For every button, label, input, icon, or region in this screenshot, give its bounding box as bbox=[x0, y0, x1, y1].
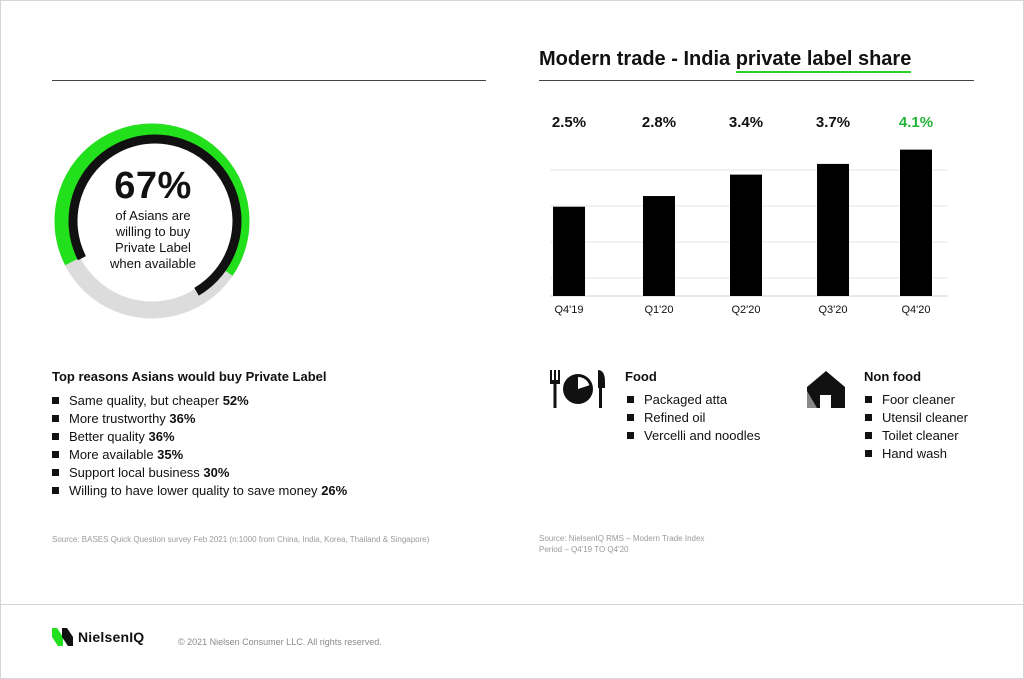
chart-title-highlight: private label share bbox=[735, 48, 912, 73]
bar bbox=[900, 149, 932, 296]
category-label: Q4'20 bbox=[901, 304, 930, 316]
reason-item: Same quality, but cheaper 52% bbox=[52, 392, 347, 410]
nonfood-list: Foor cleaner Utensil cleaner Toilet clea… bbox=[865, 391, 968, 463]
reason-value: 36% bbox=[169, 411, 196, 426]
reason-text: More available bbox=[69, 447, 158, 462]
nonfood-item: Utensil cleaner bbox=[865, 409, 968, 427]
bar-value-label: 4.1% bbox=[899, 114, 933, 131]
reason-text: Support local business bbox=[69, 465, 204, 480]
chart-title-text: Modern trade - India bbox=[539, 48, 736, 70]
reason-value: 36% bbox=[148, 429, 175, 444]
bullet-square-icon bbox=[865, 450, 872, 457]
category-label: Q2'20 bbox=[731, 304, 760, 316]
bar-value-label: 2.8% bbox=[642, 114, 676, 131]
bullet-square-icon bbox=[52, 397, 59, 404]
reasons-list: Same quality, but cheaper 52% More trust… bbox=[52, 392, 347, 500]
reason-value: 30% bbox=[203, 465, 230, 480]
category-label: Q4'19 bbox=[554, 304, 583, 316]
reason-item: More trustworthy 36% bbox=[52, 410, 347, 428]
reason-item: Willing to have lower quality to save mo… bbox=[52, 482, 347, 500]
reason-item: Support local business 30% bbox=[52, 464, 347, 482]
reason-text: More trustworthy bbox=[69, 411, 170, 426]
bullet-square-icon bbox=[52, 487, 59, 494]
brand-logo: NielsenIQ bbox=[52, 627, 144, 647]
nonfood-item-text: Hand wash bbox=[882, 446, 948, 461]
bullet-square-icon bbox=[865, 396, 872, 403]
nonfood-title: Non food bbox=[864, 369, 922, 384]
bar bbox=[817, 163, 849, 296]
bullet-square-icon bbox=[627, 432, 634, 439]
donut-percent: 67% bbox=[114, 165, 192, 207]
chart-category-labels: Q4'19 Q1'20 Q2'20 Q3'20 Q4'20 bbox=[554, 304, 930, 316]
left-divider bbox=[52, 80, 486, 81]
left-source-note: Source: BASES Quick Question survey Feb … bbox=[52, 535, 430, 544]
nonfood-item: Foor cleaner bbox=[865, 391, 968, 409]
bullet-square-icon bbox=[865, 432, 872, 439]
bullet-square-icon bbox=[627, 396, 634, 403]
right-source-note: Source: NielsenIQ RMS – Modern Trade Ind… bbox=[539, 533, 704, 555]
donut-chart bbox=[54, 123, 250, 319]
nonfood-item-text: Utensil cleaner bbox=[882, 410, 968, 425]
reason-value: 52% bbox=[222, 393, 249, 408]
bar bbox=[643, 196, 675, 296]
bullet-square-icon bbox=[865, 414, 872, 421]
reason-value: 26% bbox=[321, 483, 348, 498]
nielseniq-logo-icon bbox=[52, 628, 73, 646]
food-title: Food bbox=[625, 369, 657, 384]
fork-plate-knife-icon bbox=[550, 370, 605, 408]
donut-caption-line: willing to buy bbox=[115, 224, 191, 239]
food-list: Packaged atta Refined oil Vercelli and n… bbox=[627, 391, 760, 445]
copyright: © 2021 Nielsen Consumer LLC. All rights … bbox=[178, 637, 382, 647]
brand-name: NielsenIQ bbox=[78, 629, 145, 645]
chart-title: Modern trade - India private label share bbox=[539, 48, 912, 73]
bullet-square-icon bbox=[52, 415, 59, 422]
category-label: Q1'20 bbox=[644, 304, 673, 316]
food-item: Packaged atta bbox=[627, 391, 760, 409]
chart-bars bbox=[553, 149, 932, 296]
bullet-square-icon bbox=[627, 414, 634, 421]
donut-caption-line: Private Label bbox=[115, 240, 191, 255]
food-item-text: Refined oil bbox=[644, 410, 706, 425]
donut-caption: of Asians are willing to buy Private Lab… bbox=[78, 208, 228, 272]
reason-text: Better quality bbox=[69, 429, 149, 444]
chart-value-labels: 2.5% 2.8% 3.4% 3.7% 4.1% bbox=[552, 114, 933, 131]
right-source-line: Period – Q4'19 TO Q4'20 bbox=[539, 545, 629, 554]
food-item: Refined oil bbox=[627, 409, 760, 427]
reason-text: Same quality, but cheaper bbox=[69, 393, 223, 408]
footer-divider bbox=[1, 604, 1023, 605]
bar-chart: 2.5% 2.8% 3.4% 3.7% 4.1% Q4'19 Q1'20 Q2'20 Q3'2… bbox=[550, 114, 948, 316]
bar bbox=[730, 174, 762, 296]
bar-value-label: 3.7% bbox=[816, 114, 850, 131]
right-source-line: Source: NielsenIQ RMS – Modern Trade Ind… bbox=[539, 534, 705, 543]
nonfood-item-text: Toilet cleaner bbox=[882, 428, 959, 443]
nonfood-item: Hand wash bbox=[865, 445, 968, 463]
reason-item: Better quality 36% bbox=[52, 428, 347, 446]
reason-value: 35% bbox=[157, 447, 184, 462]
home-icon bbox=[807, 371, 845, 408]
right-divider bbox=[539, 80, 974, 81]
bullet-square-icon bbox=[52, 433, 59, 440]
bullet-square-icon bbox=[52, 469, 59, 476]
reason-text: Willing to have lower quality to save mo… bbox=[69, 483, 322, 498]
reason-item: More available 35% bbox=[52, 446, 347, 464]
category-label: Q3'20 bbox=[818, 304, 847, 316]
food-item-text: Vercelli and noodles bbox=[644, 428, 761, 443]
reasons-title: Top reasons Asians would buy Private Lab… bbox=[52, 369, 327, 384]
nonfood-item-text: Foor cleaner bbox=[882, 392, 955, 407]
food-item-text: Packaged atta bbox=[644, 392, 728, 407]
donut-caption-line: of Asians are bbox=[115, 208, 191, 223]
bullet-square-icon bbox=[52, 451, 59, 458]
nonfood-item: Toilet cleaner bbox=[865, 427, 968, 445]
food-item: Vercelli and noodles bbox=[627, 427, 760, 445]
bar-value-label: 3.4% bbox=[729, 114, 763, 131]
bar-value-label: 2.5% bbox=[552, 114, 586, 131]
bar bbox=[553, 206, 585, 296]
donut-caption-line: when available bbox=[109, 256, 196, 271]
